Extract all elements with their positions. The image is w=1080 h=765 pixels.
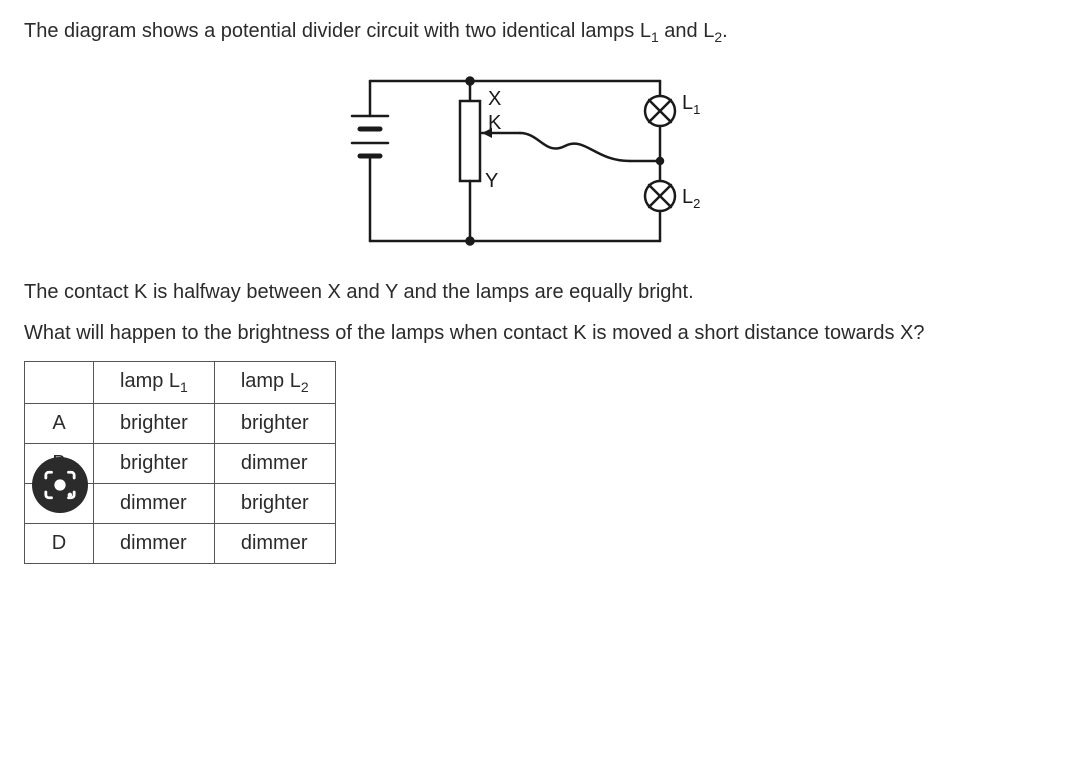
intro-text-post: . — [722, 20, 728, 42]
cell: brighter — [94, 443, 215, 483]
cell: dimmer — [94, 523, 215, 563]
cell: dimmer — [214, 443, 335, 483]
circuit-svg: X K Y L1 L2 — [330, 61, 750, 261]
table-row: A brighter brighter — [25, 403, 336, 443]
google-lens-icon[interactable] — [32, 457, 88, 513]
cell: dimmer — [94, 483, 215, 523]
question-intro: The diagram shows a potential divider ci… — [24, 18, 1056, 47]
cell: dimmer — [214, 523, 335, 563]
label-k: K — [488, 112, 502, 134]
table-row: D dimmer dimmer — [25, 523, 336, 563]
circuit-diagram: X K Y L1 L2 — [24, 61, 1056, 261]
intro-text-pre: The diagram shows a potential divider ci… — [24, 20, 651, 42]
lens-icon-svg — [43, 468, 77, 502]
header-blank — [25, 361, 94, 403]
table-header-row: lamp L1 lamp L2 — [25, 361, 336, 403]
intro-sub2: 2 — [714, 29, 722, 45]
label-l1: L1 — [682, 92, 700, 117]
option-label: A — [25, 403, 94, 443]
label-l2: L2 — [682, 186, 700, 211]
option-label: D — [25, 523, 94, 563]
label-y: Y — [485, 170, 498, 192]
question-line3: What will happen to the brightness of th… — [24, 320, 1056, 347]
header-l2: lamp L2 — [214, 361, 335, 403]
cell: brighter — [214, 403, 335, 443]
question-line2: The contact K is halfway between X and Y… — [24, 279, 1056, 306]
cell: brighter — [94, 403, 215, 443]
intro-text-mid: and L — [659, 20, 715, 42]
intro-sub1: 1 — [651, 29, 659, 45]
cell: brighter — [214, 483, 335, 523]
header-l1: lamp L1 — [94, 361, 215, 403]
label-x: X — [488, 88, 501, 110]
